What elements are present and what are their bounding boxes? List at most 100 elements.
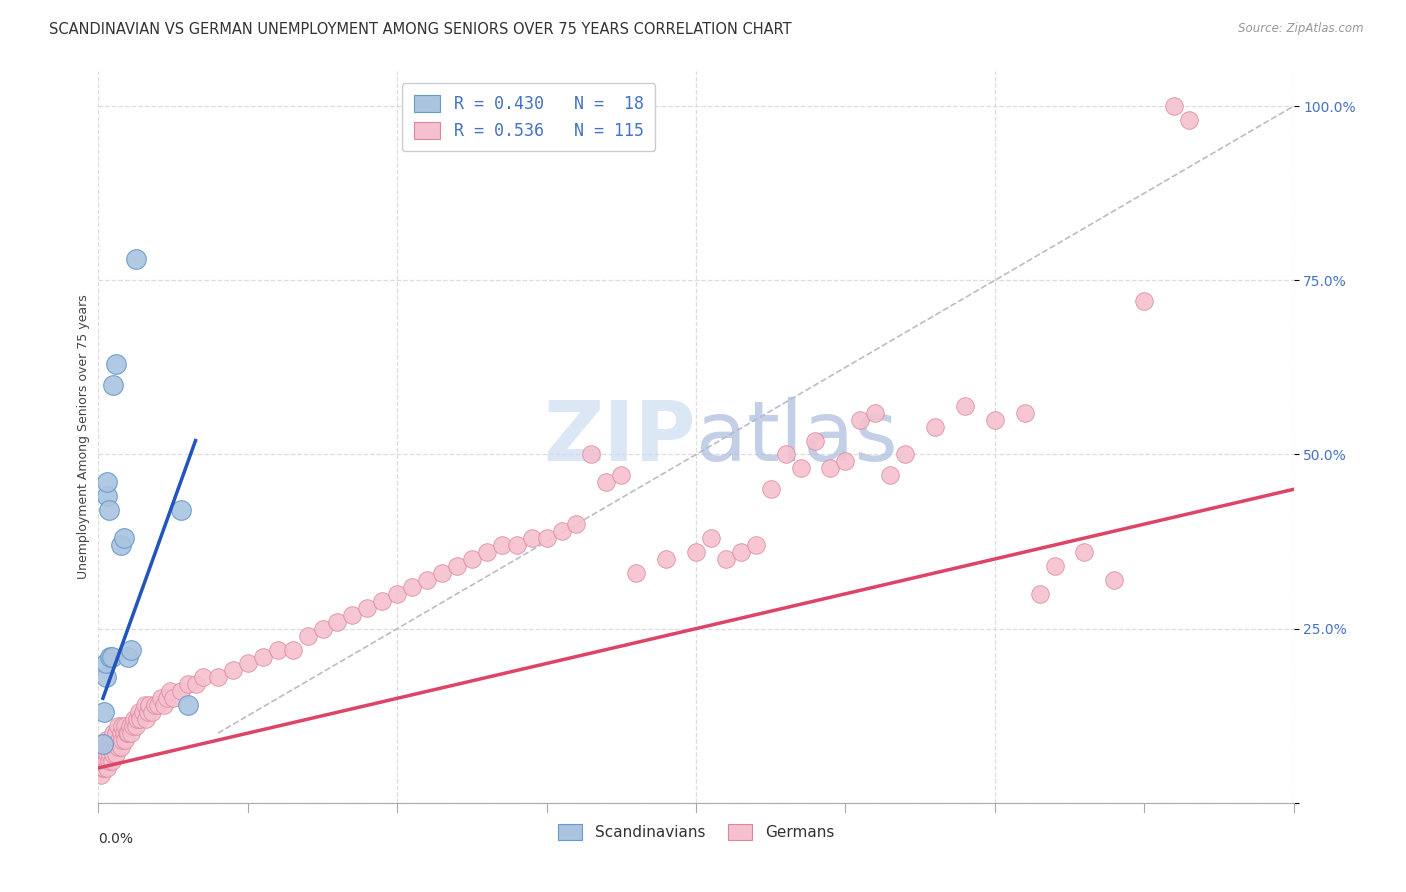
Point xyxy=(111,733,134,747)
Point xyxy=(536,531,558,545)
Point xyxy=(745,538,768,552)
Point xyxy=(550,524,572,538)
Point xyxy=(804,434,827,448)
Point xyxy=(125,719,148,733)
Point xyxy=(111,719,134,733)
Legend: Scandinavians, Germans: Scandinavians, Germans xyxy=(551,818,841,847)
Text: Source: ZipAtlas.com: Source: ZipAtlas.com xyxy=(1239,22,1364,36)
Point xyxy=(207,670,229,684)
Point xyxy=(581,448,603,462)
Point xyxy=(834,454,856,468)
Point xyxy=(655,552,678,566)
Point xyxy=(849,412,872,426)
Point xyxy=(491,538,513,552)
Point xyxy=(1043,558,1066,573)
Point xyxy=(96,489,118,503)
Point xyxy=(112,531,135,545)
Point xyxy=(127,712,149,726)
Point xyxy=(894,448,917,462)
Point xyxy=(125,252,148,267)
Point xyxy=(156,691,179,706)
Point xyxy=(685,545,707,559)
Point xyxy=(730,545,752,559)
Point xyxy=(124,712,146,726)
Point xyxy=(98,733,122,747)
Point xyxy=(107,719,129,733)
Point xyxy=(98,649,122,664)
Point xyxy=(103,747,125,761)
Point xyxy=(128,705,150,719)
Point xyxy=(114,719,136,733)
Point xyxy=(865,406,887,420)
Point xyxy=(984,412,1007,426)
Point xyxy=(101,649,124,664)
Point xyxy=(775,448,797,462)
Point xyxy=(159,684,181,698)
Point xyxy=(506,538,529,552)
Point xyxy=(96,761,118,775)
Point xyxy=(118,719,141,733)
Point xyxy=(103,377,125,392)
Point xyxy=(236,657,259,671)
Point xyxy=(281,642,304,657)
Point xyxy=(103,726,125,740)
Point xyxy=(626,566,648,580)
Point xyxy=(101,740,124,755)
Text: atlas: atlas xyxy=(696,397,897,477)
Point xyxy=(110,740,132,755)
Point xyxy=(1163,99,1185,113)
Point xyxy=(107,740,129,755)
Point xyxy=(153,698,176,713)
Point xyxy=(136,705,159,719)
Point xyxy=(112,726,135,740)
Text: ZIP: ZIP xyxy=(544,397,696,477)
Point xyxy=(252,649,274,664)
Point xyxy=(96,747,118,761)
Point xyxy=(93,740,115,755)
Point xyxy=(90,768,112,782)
Point xyxy=(1178,113,1201,128)
Point xyxy=(311,622,333,636)
Point xyxy=(93,705,115,719)
Point xyxy=(105,357,128,371)
Point xyxy=(879,468,901,483)
Point xyxy=(267,642,290,657)
Point xyxy=(115,726,138,740)
Point xyxy=(143,698,166,713)
Point xyxy=(169,684,191,698)
Point xyxy=(89,761,111,775)
Point xyxy=(461,552,484,566)
Point xyxy=(385,587,409,601)
Point xyxy=(700,531,723,545)
Point xyxy=(108,733,131,747)
Point xyxy=(610,468,633,483)
Point xyxy=(222,664,245,678)
Point xyxy=(96,475,118,490)
Point xyxy=(138,698,160,713)
Point xyxy=(371,594,394,608)
Point xyxy=(98,747,122,761)
Point xyxy=(105,726,128,740)
Point xyxy=(1028,587,1050,601)
Point xyxy=(297,629,319,643)
Point xyxy=(1104,573,1126,587)
Y-axis label: Unemployment Among Seniors over 75 years: Unemployment Among Seniors over 75 years xyxy=(77,294,90,580)
Point xyxy=(446,558,468,573)
Text: SCANDINAVIAN VS GERMAN UNEMPLOYMENT AMONG SENIORS OVER 75 YEARS CORRELATION CHAR: SCANDINAVIAN VS GERMAN UNEMPLOYMENT AMON… xyxy=(49,22,792,37)
Point xyxy=(191,670,214,684)
Point xyxy=(93,761,115,775)
Point xyxy=(135,712,157,726)
Point xyxy=(475,545,498,559)
Point xyxy=(101,754,124,768)
Point xyxy=(150,691,173,706)
Point xyxy=(595,475,617,490)
Point xyxy=(97,503,120,517)
Point xyxy=(759,483,782,497)
Point xyxy=(356,600,378,615)
Point xyxy=(129,712,152,726)
Point xyxy=(134,698,156,713)
Text: 0.0%: 0.0% xyxy=(98,832,134,846)
Point xyxy=(565,517,588,532)
Point xyxy=(789,461,811,475)
Point xyxy=(162,691,184,706)
